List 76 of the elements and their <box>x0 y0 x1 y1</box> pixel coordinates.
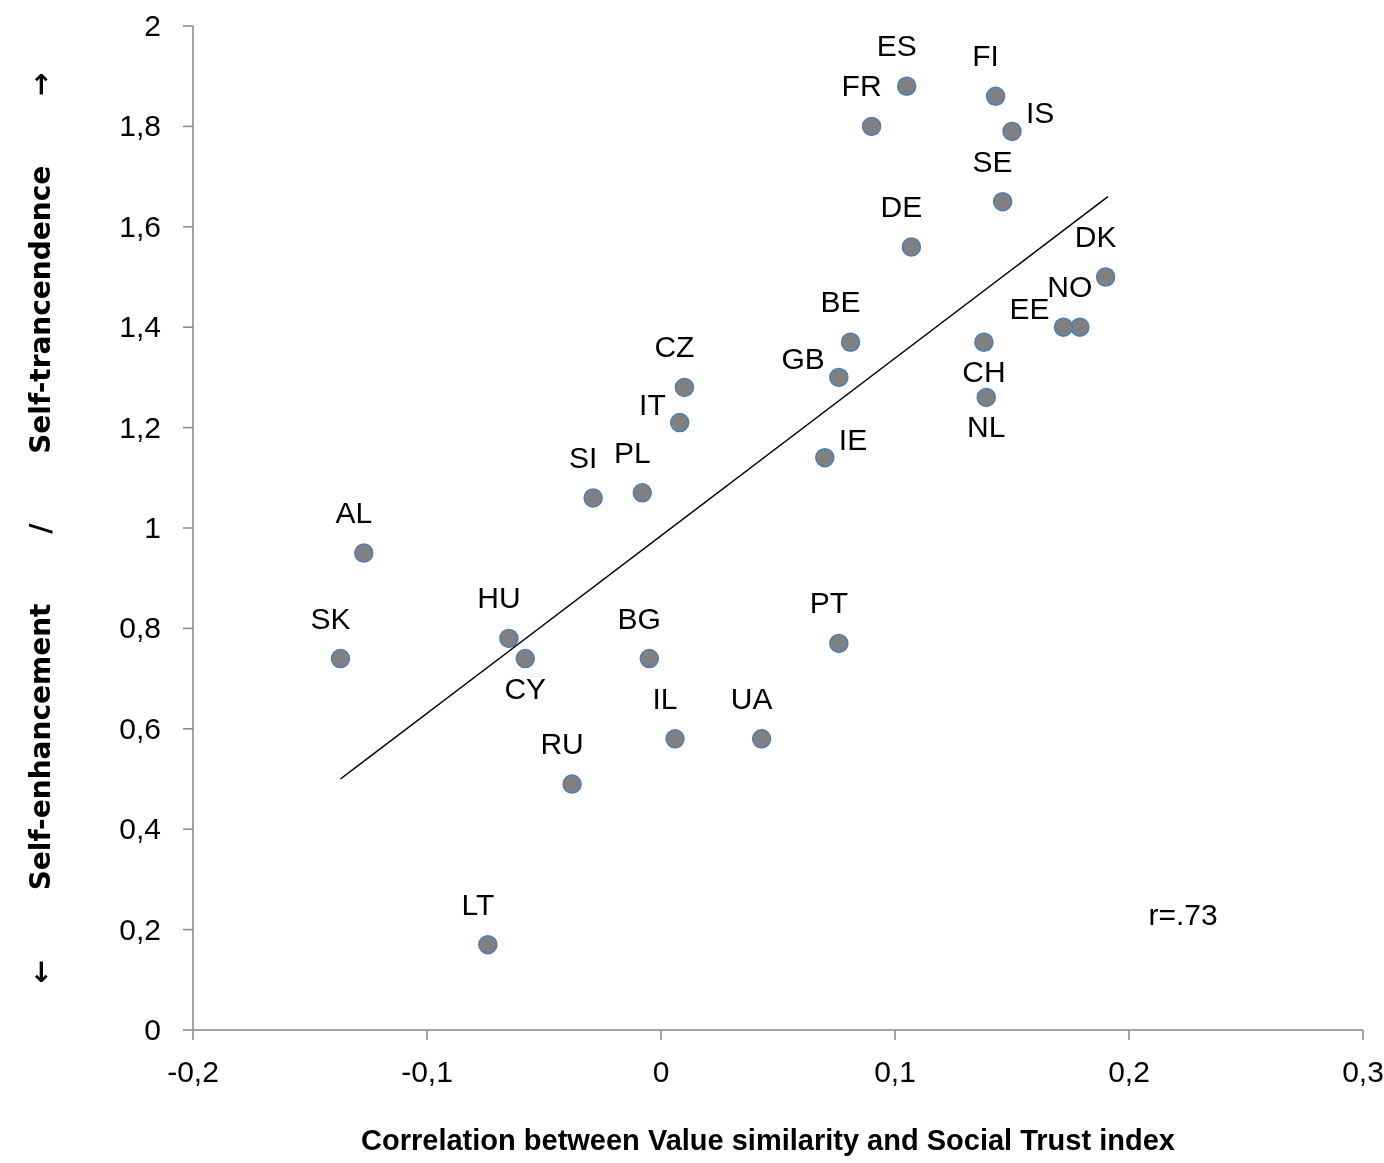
y-tick-label: 1 <box>144 511 161 544</box>
annotation: PL <box>613 435 651 469</box>
annotation: SI <box>568 440 598 474</box>
annotation: CH <box>962 355 1006 389</box>
x-tick-label: -0,1 <box>401 1055 453 1088</box>
x-tick-label: 0 <box>652 1055 670 1088</box>
point <box>992 191 1013 212</box>
point <box>478 934 498 955</box>
x-axis-title: Correlation between Value similarity and Social Trust index <box>361 1124 1175 1156</box>
point <box>1053 317 1074 337</box>
y-tick-label: 0,2 <box>119 912 161 946</box>
point <box>840 332 861 353</box>
point <box>669 412 690 433</box>
point <box>665 729 685 749</box>
y-axis-title: ← Self-enhancement / Self-trancendence → <box>24 72 57 984</box>
x-tick-label: 0,2 <box>1108 1055 1150 1088</box>
annotation: GB <box>781 342 825 376</box>
point <box>674 377 695 398</box>
point <box>815 447 835 468</box>
point <box>515 648 536 669</box>
point <box>829 633 849 654</box>
point <box>985 86 1006 107</box>
y-tick-label: 1,8 <box>119 109 161 143</box>
x-tick-label: 0,1 <box>874 1055 916 1088</box>
y-tick-label: 1,6 <box>119 209 161 243</box>
point <box>562 774 582 794</box>
x-tick-label: -0,2 <box>167 1055 219 1088</box>
point <box>1070 317 1090 337</box>
point <box>751 729 772 749</box>
point <box>499 628 519 649</box>
annotation: IT <box>639 387 666 421</box>
point <box>1095 267 1116 287</box>
y-tick-label: 0,4 <box>119 812 161 846</box>
point <box>354 543 374 563</box>
annotation: NL <box>967 410 1006 444</box>
point <box>583 488 603 508</box>
point <box>901 237 922 257</box>
annotation: LT <box>461 887 495 921</box>
point <box>1002 121 1022 142</box>
point <box>896 76 917 96</box>
x-tick-label: 0,3 <box>1342 1055 1384 1088</box>
annotation: BG <box>617 601 661 635</box>
annotation: IS <box>1026 96 1055 130</box>
annotation: UA <box>730 681 773 715</box>
point <box>976 387 997 408</box>
point <box>632 483 653 503</box>
annotation: ES <box>876 29 917 63</box>
annotation: CZ <box>654 330 695 364</box>
annotation: EE <box>1009 292 1050 326</box>
y-tick-label: 1,2 <box>119 410 161 444</box>
annotation: IE <box>838 422 868 456</box>
annotation: HU <box>477 581 521 615</box>
y-tick-label: 0 <box>144 1013 161 1046</box>
annotation: AL <box>335 496 373 530</box>
annotation: IL <box>652 681 678 715</box>
annotation: NO <box>1047 270 1093 304</box>
annotation: CY <box>504 671 547 705</box>
annotation: r=.73 <box>1148 898 1218 931</box>
y-tick-label: 1,4 <box>119 310 161 344</box>
point <box>639 648 660 669</box>
annotation: SK <box>310 601 351 635</box>
annotation: DK <box>1074 220 1117 253</box>
point <box>829 367 849 388</box>
annotation: PT <box>809 586 849 620</box>
y-tick-label: 0,8 <box>119 611 161 645</box>
annotation: SE <box>972 144 1013 178</box>
y-tick-label: 2 <box>144 9 161 42</box>
point <box>974 332 994 353</box>
annotation: FR <box>841 69 882 103</box>
annotation: FI <box>972 39 999 73</box>
y-tick-label: 0,6 <box>119 711 161 745</box>
annotation: BE <box>820 285 861 319</box>
annotation: RU <box>540 727 584 761</box>
point <box>330 648 351 669</box>
annotation: DE <box>880 189 923 223</box>
point <box>861 116 882 137</box>
